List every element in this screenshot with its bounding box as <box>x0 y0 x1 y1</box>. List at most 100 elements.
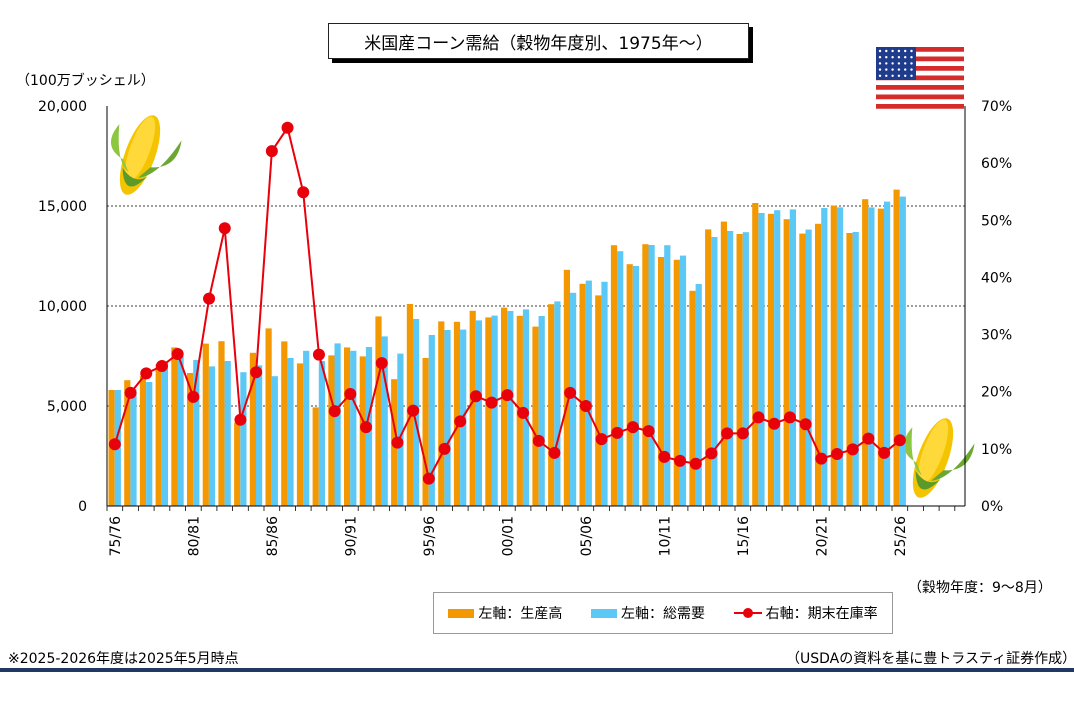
stock-ratio-point <box>297 186 310 199</box>
stock-ratio-point <box>328 405 341 418</box>
production-bar <box>893 189 900 506</box>
production-bar <box>877 208 884 506</box>
production-bar <box>406 304 413 506</box>
stock-ratio-point <box>312 348 325 361</box>
stock-ratio-point <box>878 446 891 459</box>
production-bar <box>296 363 304 506</box>
stock-ratio-point <box>862 432 875 445</box>
legend-item-production: 左軸：生産高 <box>448 603 562 623</box>
flag-star <box>910 56 913 59</box>
stock-ratio-swatch <box>733 608 762 618</box>
flag-star <box>904 62 907 65</box>
stock-ratio-point <box>391 436 404 449</box>
production-bar <box>139 376 147 506</box>
stock-ratio-point <box>642 425 655 438</box>
stock-ratio-point <box>454 415 467 428</box>
demand-bar <box>177 356 184 506</box>
stock-ratio-point <box>250 366 263 379</box>
x-tick-label: 85/86 <box>265 516 281 556</box>
stock-ratio-point <box>548 446 561 459</box>
production-bar <box>187 373 194 506</box>
demand-bar <box>146 382 153 506</box>
flag-star <box>904 49 907 53</box>
demand-bar <box>884 201 891 506</box>
stock-ratio-point <box>658 450 671 463</box>
production-bar <box>155 364 162 506</box>
stock-ratio-point <box>171 348 184 360</box>
demand-bar <box>821 208 828 506</box>
demand-bar <box>208 366 216 506</box>
stock-ratio-point <box>815 452 828 465</box>
demand-bar <box>711 237 718 506</box>
flag-star <box>891 49 894 53</box>
production-bar <box>626 264 633 506</box>
demand-bar <box>538 316 545 506</box>
y-left-tick-label: 15,000 <box>38 199 87 215</box>
production-bar <box>281 341 288 506</box>
flag-star <box>878 68 882 71</box>
source-note: （USDAの資料を基に豊トラスティ証券作成） <box>786 651 1074 667</box>
flag-star <box>878 62 882 65</box>
stock-ratio-point <box>407 404 420 417</box>
flag-stripe <box>876 66 964 71</box>
stock-ratio-point <box>344 388 357 400</box>
demand-bar <box>318 361 325 506</box>
flag-stripe <box>876 104 964 109</box>
demand-bar <box>303 350 310 506</box>
flag-star <box>885 74 888 78</box>
flag-star <box>878 49 882 53</box>
x-tick-label: 95/96 <box>422 516 438 556</box>
legend-label-demand: 左軸：総需要 <box>620 606 705 622</box>
x-tick-label: 00/01 <box>500 516 516 556</box>
demand-bar <box>475 320 482 506</box>
flag-star <box>910 74 913 78</box>
demand-bar <box>601 281 608 506</box>
stock-ratio-point <box>893 434 906 447</box>
corn-icon <box>904 418 975 498</box>
x-tick-label: 25/26 <box>893 516 909 556</box>
x-tick-label: 15/16 <box>736 516 752 556</box>
flag-star <box>885 62 888 65</box>
production-bar <box>249 352 256 506</box>
production-bar <box>767 213 775 507</box>
flag-star <box>897 68 901 71</box>
production-bar <box>705 229 712 506</box>
legend-label-production: 左軸：生産高 <box>478 606 563 622</box>
stock-ratio-point <box>140 367 153 380</box>
bottom-divider <box>0 668 1074 672</box>
demand-bar <box>130 389 137 506</box>
production-bar <box>312 407 319 506</box>
production-bar <box>610 245 618 506</box>
flag-star <box>878 56 882 59</box>
demand-bar <box>570 292 577 506</box>
demand-bar <box>491 315 498 506</box>
production-bar <box>846 233 853 506</box>
y-right-tick-label: 70% <box>981 99 1012 115</box>
demand-bar <box>224 361 231 506</box>
demand-bar <box>161 362 168 506</box>
y-left-tick-label: 0 <box>78 499 87 515</box>
demand-bar <box>632 266 639 506</box>
flag-star <box>904 74 907 78</box>
production-bar <box>830 205 837 506</box>
production-bar <box>501 307 508 506</box>
legend-label-stock-ratio: 右軸：期末在庫率 <box>765 606 878 622</box>
production-bar <box>171 347 178 506</box>
production-bar <box>344 347 351 506</box>
production-bar <box>658 257 665 506</box>
demand-bar <box>397 353 404 506</box>
stock-ratio-point <box>595 433 608 446</box>
stock-ratio-point <box>721 427 734 440</box>
demand-bar <box>617 251 624 506</box>
stock-ratio-point <box>752 411 765 424</box>
production-bar <box>595 295 602 506</box>
demand-bar <box>256 365 263 506</box>
y-right-tick-label: 20% <box>981 385 1012 401</box>
flag-star <box>885 49 888 53</box>
demand-bar <box>836 207 844 506</box>
stock-ratio-point <box>705 447 718 460</box>
stock-ratio-point <box>564 386 577 399</box>
stock-ratio-point <box>517 406 530 419</box>
legend: 左軸：生産高 左軸：総需要 右軸：期末在庫率 <box>433 592 893 634</box>
y-right-tick-label: 50% <box>981 213 1012 229</box>
